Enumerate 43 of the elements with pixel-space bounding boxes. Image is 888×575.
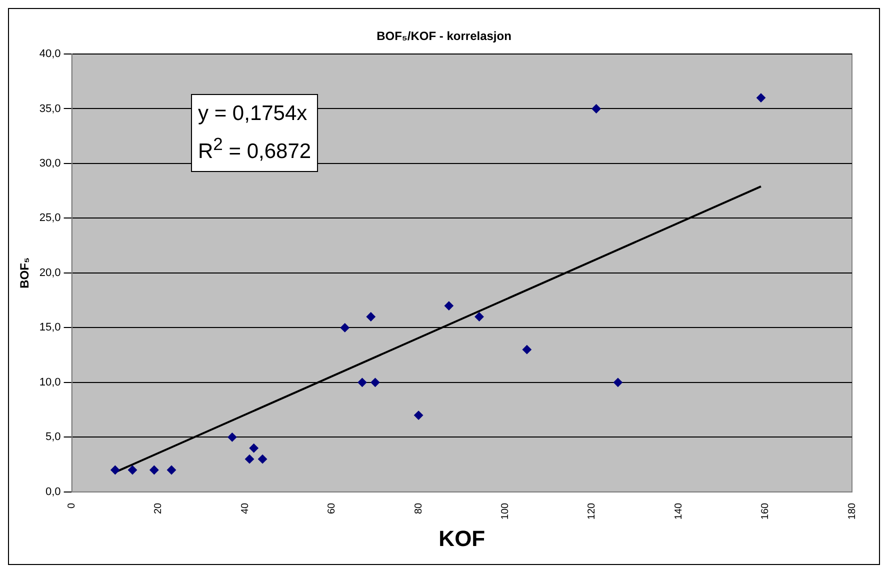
x-tick-label: 0	[66, 502, 78, 508]
point	[358, 378, 367, 387]
x-tick-label: 40	[240, 502, 251, 514]
y-tick-label: 25,0	[39, 212, 61, 224]
point	[249, 444, 258, 453]
point	[613, 378, 622, 387]
x-axis-title: KOF	[438, 526, 486, 551]
y-tick-label: 30,0	[39, 158, 61, 170]
x-tick-label: 100	[500, 502, 511, 520]
x-tick-label: 120	[586, 502, 598, 520]
point	[366, 312, 376, 322]
y-axis-title: BOF₅	[18, 258, 32, 288]
annotation: R$^{2}$ = 0,6872	[198, 133, 312, 165]
x-tick-label: 20	[153, 502, 164, 514]
point	[592, 104, 601, 114]
point	[370, 378, 380, 387]
x-tick-label: 80	[413, 502, 424, 514]
y-tick-label: 5,0	[46, 431, 61, 444]
y-tick-label: 0,0	[46, 486, 61, 498]
point	[110, 466, 120, 475]
x-tick-label: 140	[673, 502, 684, 520]
y-tick-label: 20,0	[39, 266, 61, 279]
y-tick-label: 40,0	[39, 48, 61, 60]
point	[167, 466, 176, 475]
point	[258, 454, 268, 464]
point	[444, 301, 454, 310]
y-tick-label: 35,0	[39, 102, 61, 115]
point	[414, 410, 424, 420]
point	[340, 323, 350, 332]
point	[245, 454, 254, 464]
point	[756, 93, 766, 102]
x-tick-label: 60	[326, 502, 338, 514]
annotation: y = 0,1754x	[198, 101, 308, 127]
y-tick-label: 10,0	[39, 376, 61, 388]
x-tick-label: 180	[846, 502, 858, 520]
chart-title: BOF₅/KOF - korrelasjon	[376, 29, 512, 43]
point	[474, 312, 484, 322]
point	[128, 466, 137, 475]
point	[228, 432, 237, 442]
y-tick-label: 15,0	[39, 322, 61, 334]
x-tick-label: 160	[760, 502, 772, 520]
point	[522, 345, 532, 354]
point	[150, 466, 159, 475]
